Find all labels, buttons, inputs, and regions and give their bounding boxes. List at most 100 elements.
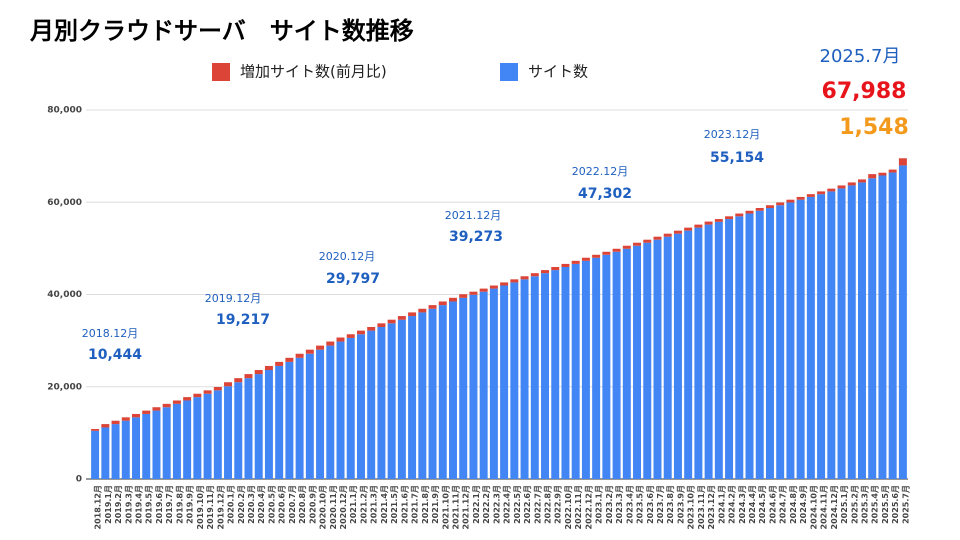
x-tick-label: 2023.8月	[666, 485, 675, 524]
bar	[663, 236, 672, 479]
bar	[847, 182, 856, 186]
bar	[878, 175, 887, 479]
bar	[377, 326, 386, 479]
bar	[234, 382, 243, 479]
bar	[643, 239, 652, 243]
legend-label: 増加サイト数(前月比)	[240, 63, 387, 81]
annotation-date: 2020.12月	[319, 250, 376, 263]
bar	[541, 273, 550, 479]
bar	[806, 194, 815, 197]
bar	[346, 334, 355, 338]
bar	[541, 270, 550, 274]
bar	[694, 227, 703, 479]
x-tick-label: 2024.7月	[779, 485, 788, 524]
bar	[857, 179, 866, 183]
bar	[305, 353, 314, 479]
bar	[878, 172, 887, 176]
x-tick-label: 2023.6月	[646, 485, 655, 524]
x-tick-label: 2021.3月	[370, 485, 379, 524]
x-tick-label: 2024.1月	[717, 485, 726, 524]
bar	[275, 361, 284, 366]
annotation-date: 2022.12月	[572, 165, 629, 178]
bar	[479, 288, 488, 292]
bar	[172, 400, 181, 404]
bar	[152, 407, 161, 411]
bar	[561, 263, 570, 267]
latest-date: 2025.7月	[820, 46, 901, 67]
bar	[704, 221, 713, 225]
bar	[254, 374, 263, 479]
bar	[428, 305, 437, 309]
bar	[622, 245, 631, 249]
bar	[387, 319, 396, 324]
bar	[111, 424, 120, 479]
bar	[203, 393, 212, 479]
bar	[183, 400, 192, 479]
bar	[448, 297, 457, 302]
annotation-date: 2023.12月	[704, 128, 761, 141]
bar	[510, 279, 519, 283]
x-tick-label: 2020.1月	[227, 485, 236, 524]
x-tick-label: 2024.8月	[789, 485, 798, 524]
bar	[694, 224, 703, 228]
x-tick-label: 2022.11月	[574, 485, 583, 529]
x-tick-label: 2023.1月	[595, 485, 604, 524]
latest-total: 67,988	[822, 79, 907, 104]
x-tick-label: 2020.3月	[247, 485, 256, 524]
bar	[592, 257, 601, 479]
bar	[520, 279, 529, 479]
bar	[172, 403, 181, 479]
bar	[213, 390, 222, 479]
bar	[602, 254, 611, 479]
bar	[254, 370, 263, 375]
bar	[448, 301, 457, 479]
x-tick-label: 2025.6月	[891, 485, 900, 524]
y-tick-label: 40,000	[47, 290, 82, 300]
bar	[776, 202, 785, 206]
x-tick-label: 2019.1月	[104, 485, 113, 524]
bar	[551, 270, 560, 479]
bar	[888, 169, 897, 173]
bar	[745, 210, 754, 214]
bar	[91, 428, 100, 431]
x-tick-label: 2022.12月	[584, 485, 593, 529]
bar	[714, 219, 723, 222]
x-tick-label: 2021.6月	[400, 485, 409, 524]
x-tick-label: 2023.12月	[707, 485, 716, 529]
x-tick-label: 2019.5月	[145, 485, 154, 524]
x-tick-label: 2021.4月	[380, 485, 389, 524]
x-tick-label: 2020.11月	[329, 485, 338, 529]
bar	[684, 227, 693, 231]
x-tick-label: 2025.1月	[840, 485, 849, 524]
bar	[837, 185, 846, 189]
x-tick-label: 2022.7月	[533, 485, 542, 524]
x-tick-label: 2020.4月	[257, 485, 266, 524]
x-tick-label: 2023.3月	[615, 485, 624, 524]
bar	[765, 205, 774, 208]
y-tick-label: 0	[76, 475, 82, 485]
x-tick-label: 2022.10月	[564, 485, 573, 529]
bar	[755, 207, 764, 211]
bar	[796, 199, 805, 479]
bar	[224, 386, 233, 479]
x-tick-label: 2024.3月	[738, 485, 747, 524]
bar	[868, 178, 877, 479]
bar	[479, 291, 488, 479]
x-tick-label: 2022.4月	[503, 485, 512, 524]
bar	[397, 319, 406, 479]
bar	[571, 260, 580, 264]
bar	[101, 424, 110, 428]
bar	[500, 285, 509, 479]
x-tick-label: 2019.7月	[165, 485, 174, 524]
bar	[418, 312, 427, 479]
x-tick-label: 2019.8月	[175, 485, 184, 524]
y-tick-label: 80,000	[47, 106, 82, 116]
bar	[469, 294, 478, 479]
bar	[622, 248, 631, 479]
bar	[101, 427, 110, 479]
x-tick-label: 2022.2月	[482, 485, 491, 524]
bar	[663, 233, 672, 237]
bar	[786, 199, 795, 203]
x-tick-label: 2021.11月	[451, 485, 460, 529]
bar	[725, 216, 734, 220]
